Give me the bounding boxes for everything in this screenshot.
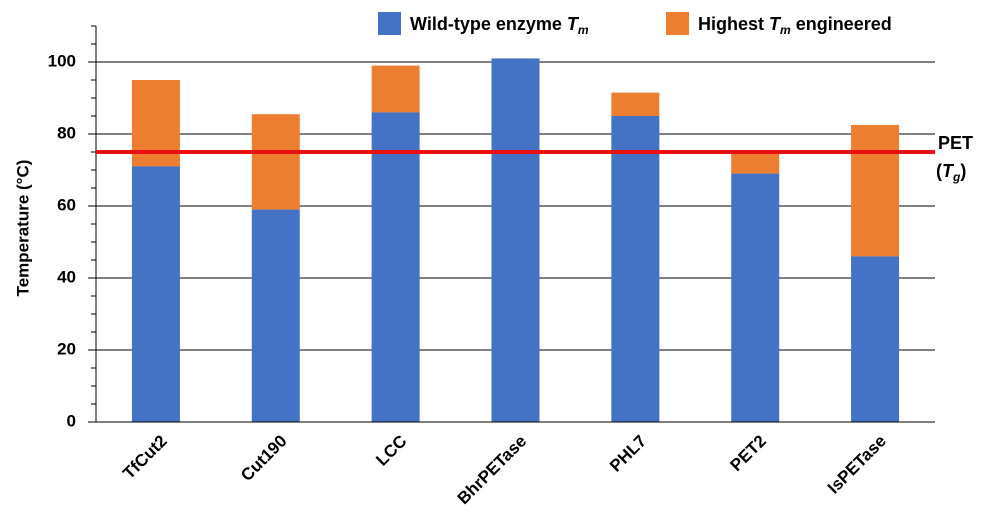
bar-wild-type-ispetase: [851, 256, 900, 422]
x-tick-label: PET2: [727, 431, 771, 475]
legend: Wild-type enzyme Tm Highest Tm engineere…: [378, 12, 892, 37]
pet-tg-reference-label: (Tg): [936, 161, 966, 184]
bar-wild-type-bhrpetase: [491, 58, 540, 423]
x-tick-label: PHL7: [606, 431, 650, 475]
y-tick-label: 20: [57, 339, 76, 358]
bar-engineered-ispetase: [851, 125, 900, 257]
bar-wild-type-cut190: [251, 209, 300, 422]
legend-label-engineered: Highest Tm engineered: [698, 14, 892, 37]
x-tick-labels: TfCut2 Cut190 LCC BhrPETase PHL7 PET2 IsPETase: [119, 431, 890, 508]
x-tick-label: BhrPETase: [454, 431, 531, 508]
x-tick-label: Cut190: [237, 431, 291, 485]
bar-engineered-phl7: [611, 92, 660, 116]
y-axis-title: Temperature (°C): [13, 160, 32, 297]
y-tick-label: 100: [48, 51, 76, 70]
bars: [131, 58, 900, 423]
y-tick-label: 40: [57, 267, 76, 286]
pet-reference-label: PET: [938, 133, 973, 153]
bar-engineered-lcc: [371, 65, 420, 113]
bar-wild-type-phl7: [611, 116, 660, 422]
legend-swatch-wild-type: [378, 12, 401, 35]
x-tick-label: TfCut2: [119, 431, 170, 482]
legend-label-wild-type: Wild-type enzyme Tm: [410, 14, 589, 37]
x-tick-label: LCC: [372, 431, 410, 469]
y-tick-label: 60: [57, 195, 76, 214]
bar-engineered-cut190: [251, 114, 300, 210]
y-tick-label: 80: [57, 123, 76, 142]
bar-wild-type-tfcut2: [131, 166, 180, 422]
bar-wild-type-pet2: [731, 173, 780, 422]
y-tick-label: 0: [67, 411, 76, 430]
bar-engineered-pet2: [731, 152, 780, 174]
legend-swatch-engineered: [666, 12, 689, 35]
y-axis: [88, 25, 935, 423]
x-tick-label: IsPETase: [824, 431, 890, 497]
y-tick-labels: 0 20 40 60 80 100: [48, 51, 76, 430]
bar-wild-type-lcc: [371, 112, 420, 423]
